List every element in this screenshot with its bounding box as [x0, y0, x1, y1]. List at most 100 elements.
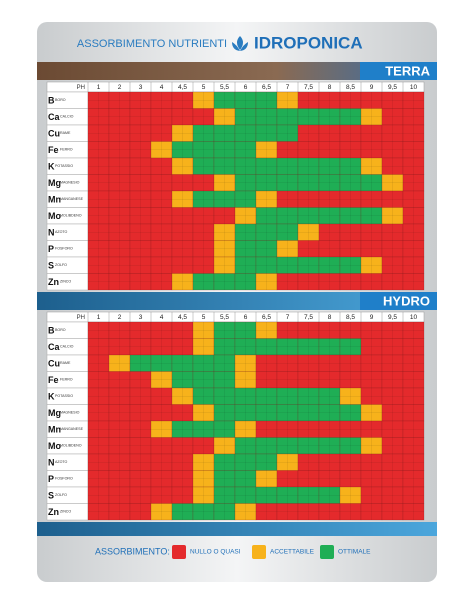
section-title: HYDRO	[383, 293, 430, 308]
level-cell	[402, 273, 425, 291]
element-name: RAME	[60, 361, 71, 365]
element-name: AZOTO	[55, 460, 68, 464]
element-symbol: Ca	[48, 342, 60, 352]
element-symbol: Cu	[48, 359, 60, 369]
element-name: MANGANESE	[60, 427, 84, 431]
element-name: MAGNESIO	[60, 181, 80, 185]
element-symbol: Mo	[48, 211, 61, 221]
legend-label: ACCETTABILE	[270, 549, 315, 556]
legend-swatch	[320, 545, 334, 559]
ph-column: 2	[118, 84, 122, 91]
ph-column: 6,5	[262, 314, 271, 321]
element-symbol: P	[48, 244, 54, 254]
ph-column: 5	[202, 84, 206, 91]
ph-column: 4,5	[178, 84, 187, 91]
ph-column: 9	[370, 84, 374, 91]
ph-column: 6	[244, 84, 248, 91]
element-name: FOSFORO	[55, 477, 73, 481]
element-symbol: Zn	[48, 277, 59, 287]
element-name: POTASSIO	[55, 164, 73, 168]
element-name: CALCIO	[60, 115, 74, 119]
section-band	[37, 62, 437, 80]
element-symbol: Cu	[48, 129, 60, 139]
logo-icon	[232, 36, 248, 51]
legend-swatch	[252, 545, 266, 559]
ph-column: 8	[328, 84, 332, 91]
element-name: ZOLFO	[55, 263, 67, 267]
element-symbol: K	[48, 392, 55, 402]
ph-column: 4	[160, 314, 164, 321]
ph-column: 9	[370, 314, 374, 321]
element-name: MOLIBDENO	[60, 214, 82, 218]
ph-column: 7,5	[304, 84, 313, 91]
ph-column: 8,5	[346, 84, 355, 91]
ph-column: 4,5	[178, 314, 187, 321]
ph-column: 7	[286, 314, 290, 321]
element-symbol: Mg	[48, 178, 61, 188]
element-name: ZINCO	[60, 280, 71, 284]
ph-column: 7	[286, 84, 290, 91]
header-row	[46, 81, 425, 93]
ph-column: 8,5	[346, 314, 355, 321]
bottom-bar	[37, 522, 437, 536]
element-name: MANGANESE	[60, 197, 84, 201]
element-symbol: Mo	[48, 441, 61, 451]
element-name: POTASSIO	[55, 394, 73, 398]
element-symbol: N	[48, 458, 55, 468]
ph-column: 5,5	[220, 84, 229, 91]
element-symbol: B	[48, 326, 55, 336]
element-symbol: B	[48, 96, 55, 106]
section-label-bg	[360, 292, 437, 310]
element-symbol: Mg	[48, 408, 61, 418]
ph-column: 2	[118, 314, 122, 321]
legend: ASSORBIMENTO: NULLO O QUASI ACCETTABILE OTT…	[95, 545, 371, 559]
ph-column: 1	[97, 314, 101, 321]
ph-column: 7,5	[304, 314, 313, 321]
element-symbol: S	[48, 491, 54, 501]
ph-column: 6	[244, 314, 248, 321]
element-name: FERRO	[60, 148, 73, 152]
section-label-bg	[360, 62, 437, 80]
section-title: TERRA	[385, 63, 430, 78]
legend-label: NULLO O QUASI	[190, 549, 241, 556]
ph-column: 5,5	[220, 314, 229, 321]
ph-label: PH	[77, 85, 85, 91]
element-name: MOLIBDENO	[60, 444, 82, 448]
ph-column: 9,5	[388, 314, 397, 321]
legend-label: OTTIMALE	[338, 549, 371, 556]
brand: IDROPONICA	[254, 33, 363, 52]
legend-swatch	[172, 545, 186, 559]
element-name: RAME	[60, 131, 71, 135]
ph-column: 8	[328, 314, 332, 321]
element-symbol: K	[48, 162, 55, 172]
element-name: ZINCO	[60, 510, 71, 514]
legend-title: ASSORBIMENTO:	[95, 546, 170, 556]
element-name: FERRO	[60, 378, 73, 382]
ph-column: 3	[139, 84, 143, 91]
element-name: MAGNESIO	[60, 411, 80, 415]
ph-column: 10	[410, 314, 418, 321]
ph-label: PH	[77, 315, 85, 321]
section-band	[37, 292, 437, 310]
element-symbol: Zn	[48, 507, 59, 517]
ph-column: 10	[410, 84, 418, 91]
ph-column: 6,5	[262, 84, 271, 91]
element-symbol: Mn	[48, 195, 61, 205]
element-name: FOSFORO	[55, 247, 73, 251]
element-name: CALCIO	[60, 345, 74, 349]
element-name: AZOTO	[55, 230, 68, 234]
ph-column: 4	[160, 84, 164, 91]
element-symbol: Ca	[48, 112, 60, 122]
element-symbol: Mn	[48, 425, 61, 435]
header-row	[46, 311, 425, 323]
ph-column: 1	[97, 84, 101, 91]
element-name: BORO	[55, 328, 66, 332]
element-symbol: Fe	[48, 375, 59, 385]
title: ASSORBIMENTO NUTRIENTI	[77, 38, 227, 50]
element-name: ZOLFO	[55, 493, 67, 497]
element-name: BORO	[55, 98, 66, 102]
element-symbol: S	[48, 261, 54, 271]
